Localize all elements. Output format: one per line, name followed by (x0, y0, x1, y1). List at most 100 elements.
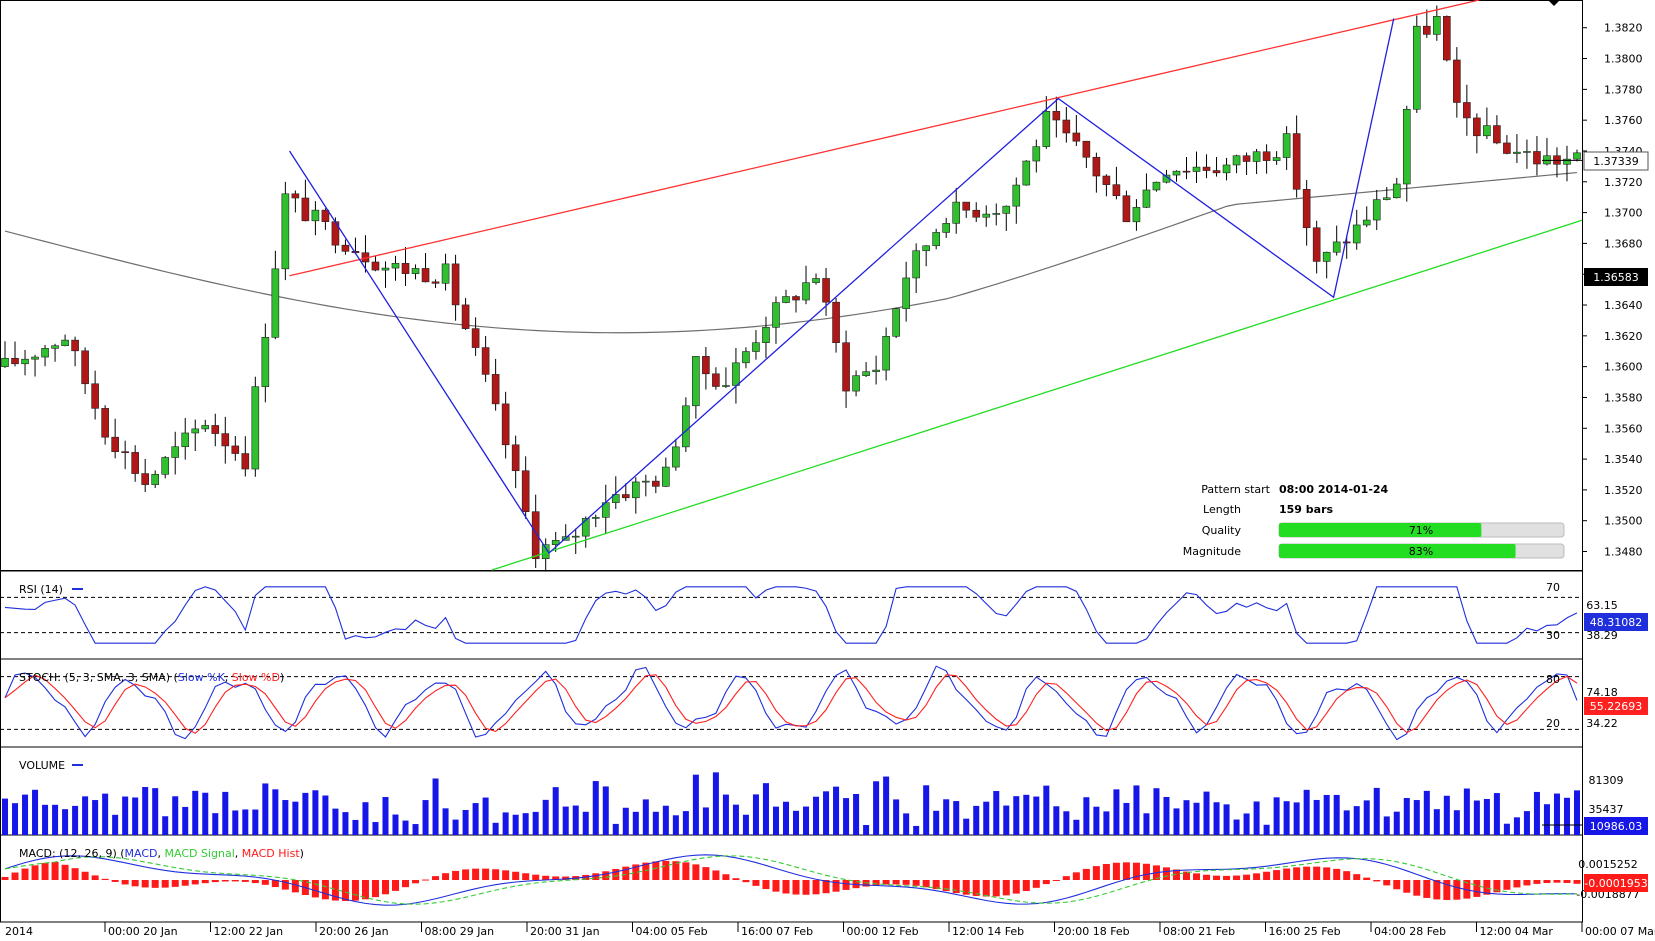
macd-hist-bar (1243, 874, 1251, 880)
candle-body (902, 277, 910, 309)
volume-bar (1193, 802, 1200, 835)
candle-body (1402, 108, 1411, 185)
candle-body (762, 327, 770, 344)
macd-hist-bar (1042, 880, 1050, 885)
time-tick-label: 04:00 28 Feb (1374, 925, 1446, 937)
volume-current-value: 10986.03 (1590, 820, 1643, 833)
candle-body (301, 197, 310, 222)
volume-bar (432, 778, 439, 835)
volume-bar (1293, 802, 1300, 835)
candle-body (131, 452, 139, 474)
candle-body (1312, 227, 1321, 262)
macd-hist-bar (632, 864, 640, 880)
macd-hist-bar (982, 880, 990, 897)
scroll-arrow-icon[interactable] (1548, 0, 1560, 6)
macd-hist-bar (792, 880, 800, 895)
macd-hist-bar (502, 870, 510, 880)
time-tick-label: 08:00 29 Jan (425, 925, 495, 937)
macd-hist-bar (592, 873, 600, 880)
rsi-line (4, 586, 1578, 644)
volume-bar (1493, 793, 1500, 835)
rsi-current-box: 48.31082 (1584, 613, 1648, 631)
macd-hist-bar (1513, 880, 1521, 888)
macd-hist-bar (21, 868, 29, 880)
macd-hist-bar (1182, 871, 1191, 880)
macd-plot (1, 854, 1581, 906)
sma-200-line (4, 171, 1578, 334)
candle-body (1072, 132, 1081, 142)
volume-bar (793, 810, 800, 835)
macd-hist-bar (71, 868, 79, 880)
macd-hist-bar (1563, 880, 1571, 883)
candle-body (1112, 184, 1121, 197)
volume-bar (772, 806, 779, 835)
volume-bar (943, 799, 950, 835)
macd-hist-bar (1142, 863, 1150, 880)
candle-body (872, 369, 880, 372)
candle-body (221, 433, 230, 447)
candle-body (1573, 152, 1581, 160)
candle-body (471, 328, 480, 348)
volume-bar (863, 825, 870, 835)
volume-bar (803, 806, 810, 835)
candle-body (121, 451, 129, 453)
volume-bar (682, 811, 689, 835)
macd-hist-bar (361, 880, 369, 900)
volume-bar (1133, 785, 1140, 835)
macd-hist-bar (1112, 862, 1120, 880)
macd-hist-bar (1383, 880, 1391, 886)
volume-bar (1553, 793, 1560, 835)
candle-body (191, 428, 200, 434)
volume-bar (342, 812, 349, 835)
macd-hist-bar (912, 880, 920, 886)
macd-hist-bar (1433, 880, 1441, 900)
volume-bar (752, 794, 759, 835)
macd-hist-bar (1363, 877, 1371, 880)
macd-hist-bar (61, 864, 69, 880)
macd-hist-bar (231, 880, 239, 882)
macd-hist-bar (271, 880, 279, 888)
candle-body (1443, 16, 1451, 61)
candle-body (702, 356, 710, 375)
candle-body (1392, 183, 1401, 199)
candle-body (992, 213, 1001, 215)
macd-hist-bar (1072, 872, 1080, 880)
volume-bar (152, 788, 159, 835)
macd-hist-bar (321, 880, 329, 900)
candle-body (962, 201, 971, 211)
price-tick-label: 1.3560 (1604, 422, 1643, 435)
macd-hist-bar (351, 880, 359, 901)
price-plot (1, 0, 1583, 572)
candle-body (1473, 117, 1481, 137)
stoch-current-box: 55.22693 (1584, 697, 1648, 715)
macd-hist-bar (842, 880, 850, 890)
volume-bar (1063, 811, 1070, 835)
volume-bar (1363, 800, 1370, 835)
candle-body (1412, 25, 1421, 110)
time-tick-label: 2014 (5, 925, 33, 937)
volume-bar (1223, 804, 1230, 835)
macd-hist-bar (642, 862, 650, 880)
candle-body (631, 481, 640, 499)
time-tick-label: 08:00 21 Feb (1163, 925, 1235, 937)
macd-hist-bar (1022, 880, 1030, 892)
candle-body (1422, 25, 1431, 35)
pattern-info-box: Pattern start 08:00 2014-01-24 Length 15… (1183, 483, 1565, 559)
volume-bar (622, 807, 629, 835)
macd-hist-bar (1132, 862, 1140, 880)
candle-body (1202, 166, 1211, 171)
macd-hist-bar (1162, 867, 1170, 880)
macd-hist-bar (422, 879, 430, 881)
candle-body (421, 268, 430, 283)
time-tick-label: 16:00 07 Feb (741, 925, 813, 937)
macd-hist-bar (1122, 862, 1130, 880)
macd-hist-bar (101, 878, 109, 880)
candle-body (1513, 151, 1521, 154)
candle-body (371, 261, 380, 271)
macd-hist-bar (1443, 880, 1451, 900)
volume-bar (1433, 809, 1440, 835)
rsi-max-label: 63.15 (1586, 599, 1618, 612)
volume-bar (1503, 823, 1510, 835)
